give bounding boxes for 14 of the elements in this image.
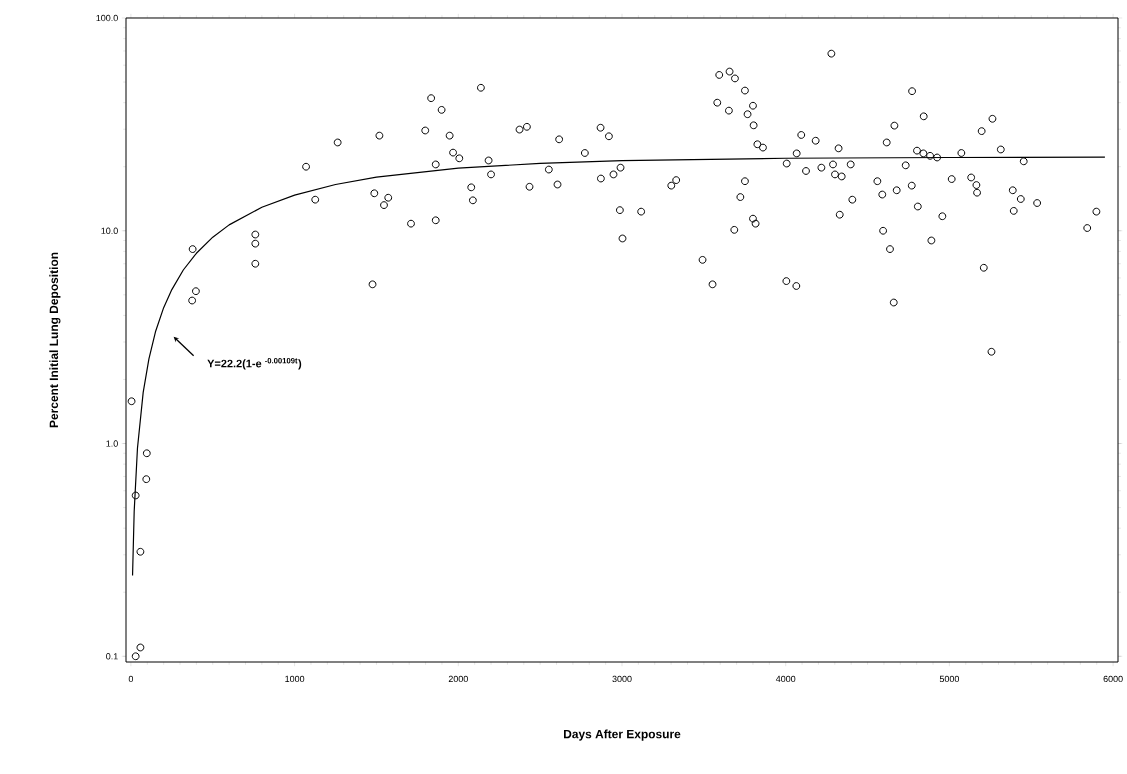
y-tick-label: 0.1 — [106, 653, 118, 660]
x-tick-label: 4000 — [775, 675, 796, 683]
x-tick-label: 0 — [128, 675, 134, 683]
x-tick-label: 5000 — [939, 675, 960, 683]
y-tick-label: 10.0 — [101, 227, 118, 234]
y-tick-label: 1.0 — [106, 440, 118, 447]
y-axis-title: Percent Initial Lung Deposition — [49, 252, 61, 428]
y-tick-label: 100.0 — [96, 14, 118, 22]
x-tick-label: 3000 — [612, 675, 632, 683]
x-axis-title: Days After Exposure — [564, 729, 681, 741]
x-tick-label: 2000 — [448, 675, 468, 683]
x-tick-label: 1000 — [285, 675, 305, 683]
x-tick-label: 6000 — [1103, 675, 1123, 683]
annotation: Y=22.2(1-e $^{-0.00109t}$) — [207, 357, 302, 370]
